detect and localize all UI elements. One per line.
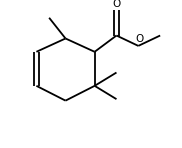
Text: O: O xyxy=(112,0,121,9)
Text: O: O xyxy=(135,34,143,44)
